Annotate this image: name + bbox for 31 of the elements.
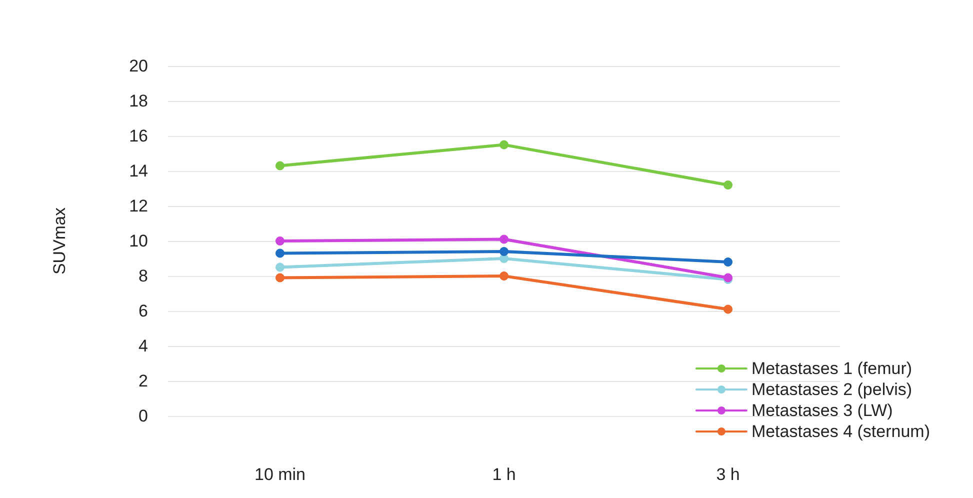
point [500, 234, 508, 244]
y-tick-label: 14 [129, 162, 148, 180]
y-tick-label: 16 [129, 126, 148, 146]
point [500, 140, 508, 150]
point [276, 248, 284, 258]
point [724, 258, 732, 266]
legend-label: Metastases 3 (LW) [751, 401, 893, 420]
legend-label: Metastases 2 (pelvis) [751, 380, 912, 399]
x-tick-label: 1 h [492, 465, 516, 484]
y-tick-label: 4 [138, 336, 148, 356]
legend-label: Metastases 1 (femur) [751, 359, 912, 378]
point [724, 304, 732, 314]
y-tick-label: 8 [138, 266, 148, 286]
y-tick-label: 12 [129, 196, 148, 216]
point [276, 236, 284, 246]
y-tick-label: 2 [138, 372, 148, 390]
x-tick-label: 3 h [716, 465, 740, 484]
point [276, 262, 284, 272]
y-tick-label: 20 [129, 56, 148, 76]
y-axis-title: SUVmax [50, 206, 69, 275]
point [724, 180, 732, 190]
point [500, 272, 508, 280]
point [500, 247, 508, 256]
legend-label: Metastases 4 (sternum) [751, 422, 930, 441]
y-tick-label: 10 [129, 232, 148, 250]
point [276, 161, 284, 170]
y-tick-label: 18 [129, 92, 148, 110]
y-tick-label: 0 [138, 406, 148, 426]
x-tick-label: 10 min [254, 465, 306, 484]
y-tick-label: 6 [138, 302, 148, 320]
point [276, 273, 284, 282]
